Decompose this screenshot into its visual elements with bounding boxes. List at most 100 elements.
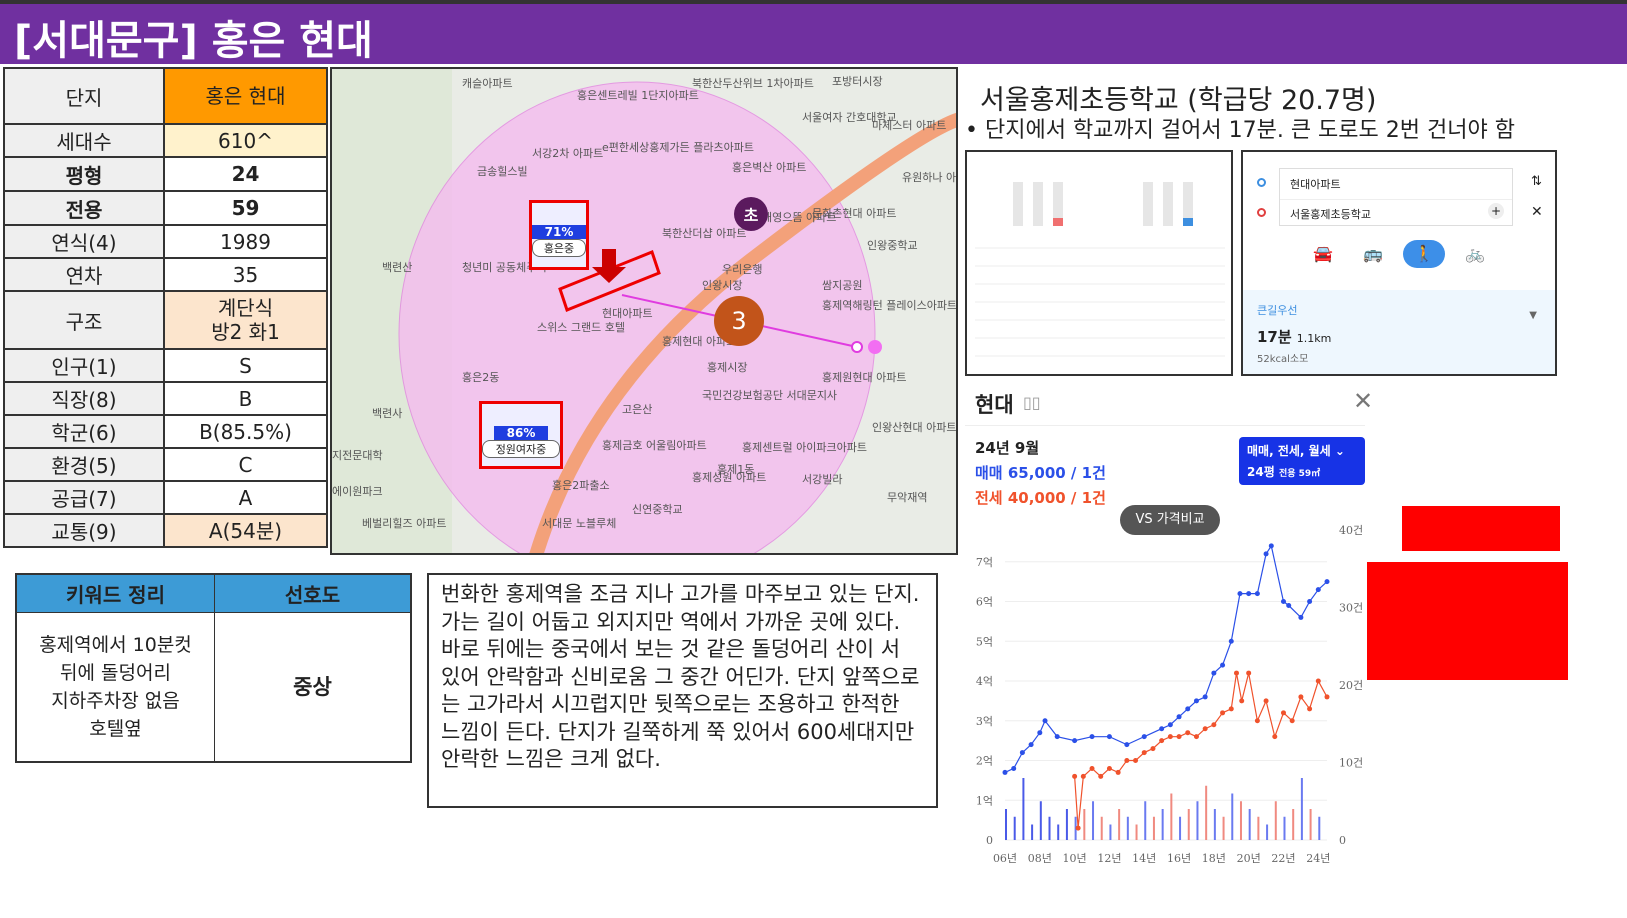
map-label[interactable]: 현대아파트 bbox=[602, 307, 653, 320]
info-value: B(85.5%) bbox=[163, 414, 328, 449]
filter-dropdown[interactable]: 매매, 전세, 월세 ⌄ 24평 전용 59㎡ bbox=[1239, 437, 1365, 485]
map-label[interactable]: 홍은2파출소 bbox=[552, 479, 610, 492]
map-label[interactable]: 에이원파크 bbox=[332, 485, 383, 498]
map-label[interactable]: 북한산더샵 아파트 bbox=[662, 227, 747, 240]
map-label[interactable]: 문화촌현대 아파트 bbox=[812, 207, 897, 220]
data-point bbox=[1193, 734, 1199, 740]
school-stats-panel bbox=[965, 150, 1233, 376]
map-label[interactable]: 마체스터 아파트 bbox=[872, 119, 947, 132]
map-label[interactable]: 지전문대학 bbox=[332, 449, 383, 462]
data-point bbox=[1202, 694, 1208, 700]
volume-bar bbox=[1135, 824, 1138, 840]
map-label[interactable]: 고은산 bbox=[622, 403, 653, 416]
map-label[interactable]: 홍제센트럴 아이파크아파트 bbox=[742, 441, 867, 454]
map-label[interactable]: 서강빌라 bbox=[802, 473, 843, 486]
map-label[interactable]: 홍제원현대 아파트 bbox=[822, 371, 907, 384]
keyword-header: 키워드 정리 bbox=[17, 575, 215, 613]
elementary-school-marker[interactable]: 초 bbox=[734, 197, 768, 231]
price-chart: 0 1억 2억 3억 4억 5억 6억 7억 0 10건 20건 30건 40건 06년 08년 10년 12년… bbox=[976, 524, 1363, 865]
map-label[interactable]: 백련사 bbox=[372, 407, 403, 420]
walk-icon[interactable]: 🚶 bbox=[1403, 240, 1445, 268]
map-label[interactable]: 서강2차 아파트 bbox=[532, 147, 604, 160]
map-label[interactable]: 청년미 공동체주택 bbox=[462, 261, 547, 274]
map-label[interactable]: 홍은벽산 아파트 bbox=[732, 161, 807, 174]
map-label[interactable]: 국민건강보험공단 서대문지사 bbox=[702, 389, 838, 402]
map-label[interactable]: 우리은행 bbox=[722, 263, 763, 276]
map-label[interactable]: 홍제역해링턴 플레이스아파트 bbox=[822, 299, 958, 312]
map-label[interactable]: 유원하나 아파트 bbox=[902, 171, 957, 184]
map-label[interactable]: 서울여자 간호대학교 bbox=[802, 111, 897, 124]
chevron-down-icon[interactable]: ▼ bbox=[1529, 310, 1537, 321]
compare-button[interactable]: VS 가격비교 bbox=[1120, 505, 1220, 535]
destination-input[interactable]: 서울홍제초등학교 bbox=[1290, 208, 1371, 221]
map-label[interactable]: 스위스 그랜드 호텔 bbox=[537, 321, 625, 334]
info-value: A(54분) bbox=[163, 513, 328, 548]
cluster-marker[interactable]: 3 bbox=[714, 296, 764, 346]
y-tick-label: 7억 bbox=[976, 556, 993, 569]
route-result[interactable]: 큰길우선 17분 1.1km 52kcal소모 ▼ bbox=[1243, 290, 1555, 374]
y2-tick-label: 0 bbox=[1339, 834, 1346, 847]
info-row: 전용 59 bbox=[3, 190, 328, 226]
map-label[interactable]: 쌈지공원 bbox=[822, 279, 863, 292]
map-label[interactable]: 홍은센트레빌 1단지아파트 bbox=[577, 89, 699, 102]
y2-tick-label: 20건 bbox=[1339, 679, 1363, 692]
data-point bbox=[1115, 769, 1121, 775]
volume-bar bbox=[1318, 816, 1321, 840]
volume-bar bbox=[1100, 816, 1103, 840]
close-icon[interactable]: ✕ bbox=[1353, 387, 1374, 415]
map-icon[interactable]: ▯▯ bbox=[1023, 393, 1041, 412]
map-label[interactable]: 포방터시장 bbox=[832, 75, 883, 88]
volume-bar bbox=[1152, 816, 1155, 840]
add-waypoint-icon[interactable]: + bbox=[1488, 203, 1504, 219]
map-label[interactable]: 홍제금호 어울림아파트 bbox=[602, 439, 707, 452]
map-label[interactable]: 홍제현대 아파트 bbox=[662, 335, 737, 348]
map-label[interactable]: e편한세상홍제가든 플라츠아파트 bbox=[602, 141, 754, 154]
map-label[interactable]: 홍제시장 bbox=[707, 361, 748, 374]
price-date: 24년 9월 bbox=[975, 439, 1040, 457]
info-value: 홍은 현대 bbox=[163, 67, 328, 125]
swap-icon[interactable]: ⇅ bbox=[1531, 174, 1542, 189]
keyword-table: 키워드 정리 선호도 홍제역에서 10분컷 뒤에 돌덩어리 지하주차장 없음 호… bbox=[15, 573, 412, 763]
map-label[interactable]: 북한산두산위브 1차아파트 bbox=[692, 77, 814, 90]
info-value: 24 bbox=[163, 156, 328, 192]
map-label[interactable]: 인왕시장 bbox=[702, 279, 743, 292]
bike-icon[interactable]: 🚲 bbox=[1465, 244, 1485, 263]
map-label[interactable]: 신연중학교 bbox=[632, 503, 683, 516]
map-label[interactable]: 인왕산현대 아파트 bbox=[872, 421, 957, 434]
map-label[interactable]: 홍제1동 bbox=[717, 463, 755, 476]
school-marker-hongeun[interactable]: 71% 홍은중 bbox=[529, 200, 589, 270]
school-marker-jeongwon[interactable]: 86% 정원여자중 bbox=[479, 401, 563, 469]
close-icon[interactable]: ✕ bbox=[1531, 204, 1543, 220]
volume-bar bbox=[1092, 801, 1095, 840]
data-point bbox=[1228, 706, 1234, 712]
data-point bbox=[1124, 742, 1130, 748]
map-label[interactable]: 베벌리힐즈 아파트 bbox=[362, 517, 447, 530]
info-label: 학군(6) bbox=[3, 414, 165, 449]
volume-bar bbox=[1179, 816, 1182, 840]
map-label[interactable]: 무악재역 bbox=[887, 491, 928, 504]
origin-input[interactable]: 현대아파트 bbox=[1280, 169, 1512, 200]
info-value: 35 bbox=[163, 257, 328, 292]
data-point bbox=[1220, 710, 1226, 716]
data-point bbox=[1054, 734, 1060, 740]
map-label[interactable]: 홍제성원 아파트 bbox=[692, 471, 767, 484]
data-point bbox=[1263, 551, 1269, 557]
data-point bbox=[1324, 694, 1330, 700]
car-icon[interactable]: 🚘 bbox=[1313, 244, 1333, 263]
map-label[interactable]: 인왕중학교 bbox=[867, 239, 918, 252]
map-label[interactable]: 금송힐스빌 bbox=[477, 165, 528, 178]
bus-icon[interactable]: 🚌 bbox=[1363, 244, 1383, 263]
data-point bbox=[1150, 746, 1156, 752]
data-point bbox=[1072, 738, 1078, 744]
info-label: 전용 bbox=[3, 190, 165, 226]
map-label[interactable]: 태영으뜸 아파트 bbox=[762, 211, 837, 224]
description-box: 번화한 홍제역을 조금 지나 고가를 마주보고 있는 단지. 가는 길이 어둡고… bbox=[427, 573, 938, 808]
map-label[interactable]: 홍은2동 bbox=[462, 371, 500, 384]
map-label[interactable]: 서대문 노블루체 bbox=[542, 517, 617, 530]
map-label[interactable]: 백련산 bbox=[382, 261, 413, 274]
origin-dot-icon bbox=[1257, 178, 1266, 187]
data-point bbox=[1324, 579, 1330, 585]
map-label[interactable]: 캐슬아파트 bbox=[462, 77, 513, 90]
data-point bbox=[1272, 734, 1278, 740]
